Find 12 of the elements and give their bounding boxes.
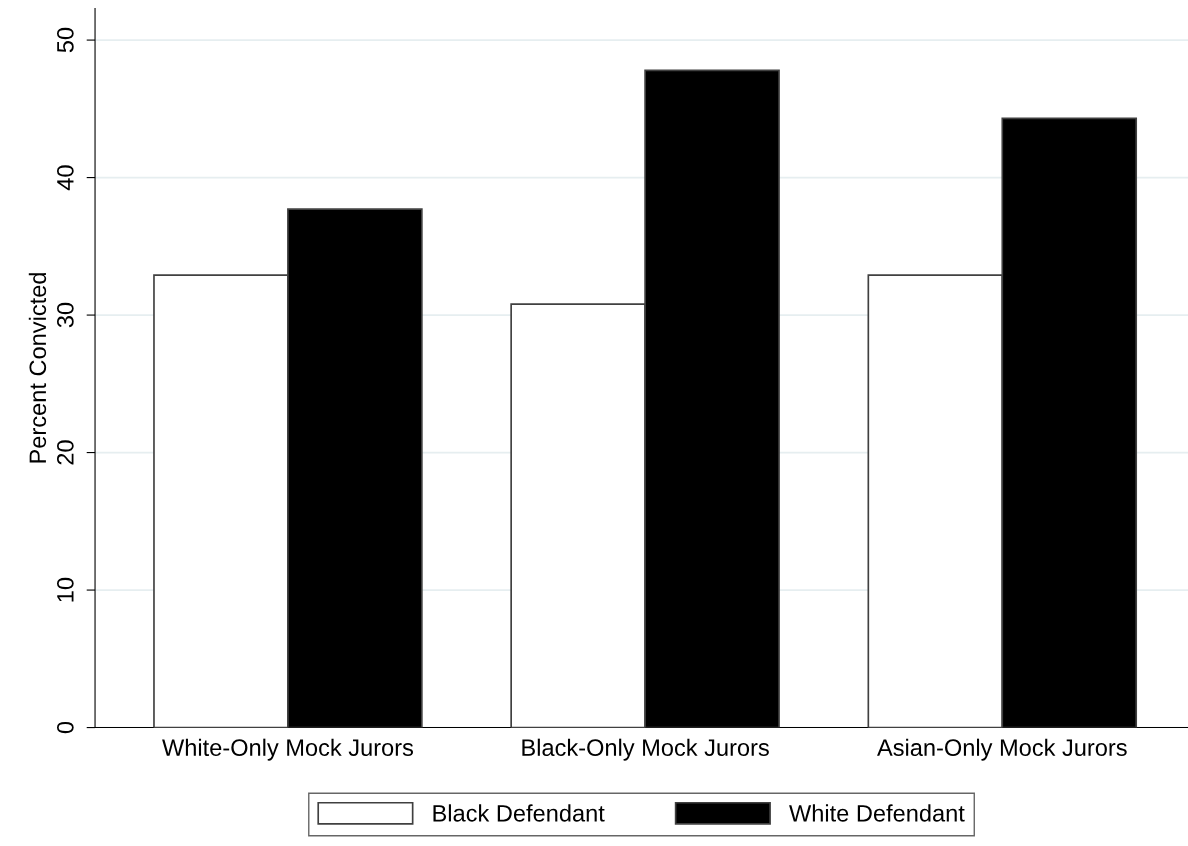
y-tick-label: 0: [56, 721, 74, 734]
y-tick-label: 30: [56, 302, 74, 328]
x-tick-label: White-Only Mock Jurors: [162, 738, 414, 761]
y-tick-label: 10: [56, 577, 74, 602]
y-tick-label: 50: [56, 27, 74, 53]
legend-label: White Defendant: [789, 804, 965, 822]
y-axis-title: Percent Convicted: [28, 273, 47, 463]
y-tick-label: 20: [56, 440, 74, 465]
y-tick-label: 40: [56, 165, 74, 191]
x-tick-label: Black-Only Mock Jurors: [522, 738, 769, 761]
legend-label: Black Defendant: [433, 804, 605, 822]
x-tick-label: Asian-Only Mock Jurors: [877, 738, 1127, 761]
